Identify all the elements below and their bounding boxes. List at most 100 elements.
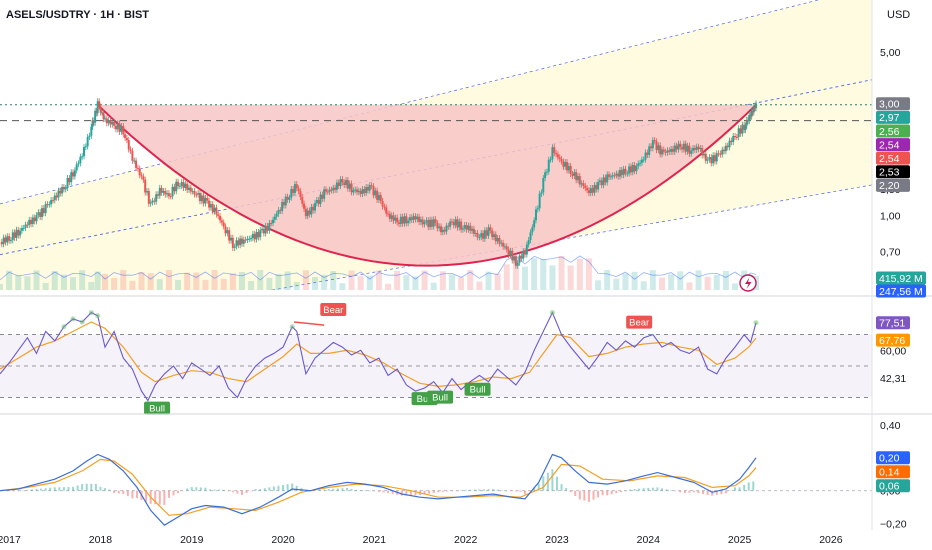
candle-body xyxy=(365,187,368,194)
macd-histogram-bar xyxy=(400,490,403,496)
candle-body xyxy=(166,193,169,195)
rsi-tick-label: 60,00 xyxy=(880,345,906,357)
candle-body xyxy=(677,143,680,150)
macd-histogram-bar xyxy=(455,490,458,492)
candle-body xyxy=(679,143,682,148)
macd-histogram-bar xyxy=(656,487,659,491)
volume-bar xyxy=(421,270,428,290)
candle-body xyxy=(206,197,209,201)
candle-body xyxy=(427,220,430,228)
candle-body xyxy=(339,179,342,186)
candle-body xyxy=(745,119,748,126)
volume-bar xyxy=(102,273,109,290)
candle-body xyxy=(730,140,733,143)
candle-body xyxy=(525,244,528,255)
macd-histogram-bar xyxy=(473,489,476,491)
candle-body xyxy=(337,182,340,186)
candle-body xyxy=(75,164,78,171)
candle-body xyxy=(704,153,707,161)
candle-body xyxy=(191,191,194,193)
volume-bar xyxy=(79,270,86,290)
candle-body xyxy=(215,207,218,215)
candle-body xyxy=(88,135,91,137)
macd-histogram-bar xyxy=(26,489,29,491)
macd-histogram-bar xyxy=(350,488,353,491)
candle-body xyxy=(50,200,53,205)
price-value-label: 2,56 xyxy=(879,126,900,138)
macd-histogram-bar xyxy=(679,490,682,493)
macd-histogram-bar xyxy=(108,489,111,491)
macd-histogram-bar xyxy=(172,490,175,496)
volume-bar xyxy=(713,275,720,290)
candle-body xyxy=(118,123,121,132)
candle-body xyxy=(359,190,362,195)
candle-body xyxy=(131,150,134,161)
candle-body xyxy=(124,134,127,139)
candle-body xyxy=(158,187,161,196)
price-plot-area[interactable] xyxy=(0,0,872,338)
candle-body xyxy=(675,145,678,150)
volume-bar xyxy=(193,272,200,290)
volume-bar xyxy=(439,271,446,290)
macd-histogram-bar xyxy=(565,488,568,491)
macd-histogram-bar xyxy=(213,489,216,491)
currency-label[interactable]: USD xyxy=(887,9,910,21)
macd-pane[interactable] xyxy=(0,453,872,526)
candle-body xyxy=(177,181,180,187)
price-value-label-bg xyxy=(876,138,910,152)
macd-histogram-bar xyxy=(314,490,317,491)
macd-histogram-bar xyxy=(450,490,453,492)
candle-body xyxy=(608,174,611,177)
candle-body xyxy=(509,250,512,256)
candle-body xyxy=(639,162,642,164)
price-value-label-bg xyxy=(876,124,910,138)
macd-histogram-bar xyxy=(135,490,138,499)
candle-body xyxy=(618,169,621,177)
candle-body xyxy=(492,234,495,238)
candle-body xyxy=(79,156,82,164)
candle-body xyxy=(465,224,468,230)
price-value-label: 2,53 xyxy=(879,167,900,179)
candle-body xyxy=(615,173,618,176)
candle-body xyxy=(9,240,12,242)
candle-body xyxy=(352,190,355,193)
lightning-icon[interactable] xyxy=(739,274,757,292)
volume-bar xyxy=(321,274,328,290)
bear-signal-box xyxy=(626,315,653,329)
candle-body xyxy=(582,183,585,186)
candle-body xyxy=(644,152,647,160)
price-pane[interactable] xyxy=(0,0,872,338)
candle-body xyxy=(589,188,592,194)
candle-body xyxy=(235,240,238,247)
volume-bar xyxy=(211,270,218,290)
candle-body xyxy=(514,256,517,266)
candle-body xyxy=(135,160,138,168)
volume-value-label: 247,56 M xyxy=(879,286,923,298)
candle-body xyxy=(734,136,737,138)
bull-signal-4: Bull xyxy=(464,382,491,396)
candle-body xyxy=(637,163,640,167)
macd-histogram-bar xyxy=(145,490,148,502)
rsi-overbought-mark xyxy=(70,316,76,322)
volume-bar xyxy=(15,275,22,290)
candle-body xyxy=(673,145,676,152)
macd-histogram-bar xyxy=(72,486,75,491)
volume-bar xyxy=(622,273,629,290)
candle-body xyxy=(374,190,377,196)
macd-histogram-bar xyxy=(414,490,417,496)
candle-body xyxy=(438,226,441,229)
candle-body xyxy=(188,187,191,190)
macd-histogram-bar xyxy=(528,490,531,492)
macd-histogram-bar xyxy=(8,490,11,492)
macd-histogram-bar xyxy=(715,490,718,495)
candle-body xyxy=(213,207,216,212)
candle-body xyxy=(545,171,548,173)
candle-body xyxy=(237,240,240,246)
volume-bar xyxy=(6,270,13,290)
candle-body xyxy=(341,179,344,183)
candle-body xyxy=(61,186,64,194)
candle-body xyxy=(107,120,110,124)
